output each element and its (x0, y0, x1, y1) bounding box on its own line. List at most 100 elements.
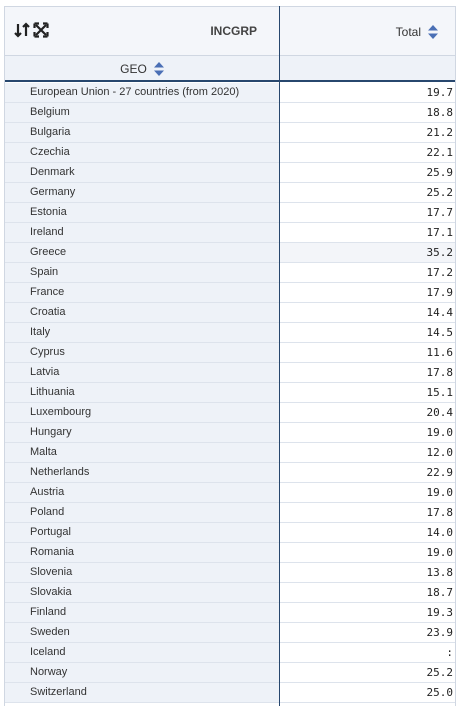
value-cell: 19.0 (426, 486, 454, 499)
value-cell: 25.0 (426, 686, 454, 699)
table-row: Netherlands 22.9 (5, 463, 455, 483)
geo-cell: Germany (5, 183, 279, 202)
geo-cell: Greece (5, 243, 279, 262)
table-row: Malta 12.0 (5, 443, 455, 463)
table-row: Denmark 25.9 (5, 163, 455, 183)
geo-cell: Luxembourg (5, 403, 279, 422)
value-cell: 19.0 (426, 426, 454, 439)
geo-cell: Romania (5, 543, 279, 562)
table-row: Norway 25.2 (5, 663, 455, 683)
geo-cell: France (5, 283, 279, 302)
geo-cell: Ireland (5, 223, 279, 242)
table-row: Slovakia 18.7 (5, 583, 455, 603)
value-cell: 18.8 (426, 106, 454, 119)
value-cell: 22.1 (426, 146, 454, 159)
value-cell: 17.8 (426, 366, 454, 379)
table-row: Ireland 17.1 (5, 223, 455, 243)
column-divider (279, 6, 280, 706)
sort-arrows-icon[interactable] (153, 62, 164, 76)
value-cell: 21.2 (426, 126, 454, 139)
total-column-header[interactable]: Total (395, 25, 421, 39)
table-row: Greece 35.2 (5, 243, 455, 263)
value-cell: 25.2 (426, 186, 454, 199)
geo-cell: Spain (5, 263, 279, 282)
table-row: Cyprus 11.6 (5, 343, 455, 363)
table-row: Finland 19.3 (5, 603, 455, 623)
table-row: Iceland: (5, 643, 455, 663)
table-row: Hungary 19.0 (5, 423, 455, 443)
geo-cell: Iceland (5, 643, 279, 662)
geo-cell: Croatia (5, 303, 279, 322)
geo-cell: Sweden (5, 623, 279, 642)
geo-cell: Norway (5, 663, 279, 682)
row-header-row: GEO (5, 56, 455, 82)
table-row: Lithuania 15.1 (5, 383, 455, 403)
table-row: Bulgaria 21.2 (5, 123, 455, 143)
table-row: Austria 19.0 (5, 483, 455, 503)
expand-icon[interactable] (33, 22, 49, 38)
geo-cell: Slovenia (5, 563, 279, 582)
value-cell: 17.9 (426, 286, 454, 299)
geo-cell: Hungary (5, 423, 279, 442)
table-row: Switzerland 25.0 (5, 683, 455, 703)
value-cell: 35.2 (280, 243, 455, 262)
geo-cell: Malta (5, 443, 279, 462)
value-cell: 12.0 (426, 446, 454, 459)
geo-header[interactable]: GEO (5, 62, 279, 76)
value-cell: 20.4 (426, 406, 454, 419)
table-row: Czechia 22.1 (5, 143, 455, 163)
table-row: Croatia 14.4 (5, 303, 455, 323)
table-row: Belgium 18.8 (5, 103, 455, 123)
geo-cell: Lithuania (5, 383, 279, 402)
table-row: Sweden 23.9 (5, 623, 455, 643)
geo-cell: Bulgaria (5, 123, 279, 142)
value-cell: 13.8 (426, 566, 454, 579)
table-tools (14, 22, 49, 38)
value-cell: 22.9 (426, 466, 454, 479)
geo-cell: Poland (5, 503, 279, 522)
geo-cell: Estonia (5, 203, 279, 222)
value-cell: 19.0 (426, 546, 454, 559)
incgrp-dimension-label: INCGRP (210, 24, 257, 38)
table-body: European Union - 27 countries (from 2020… (5, 83, 455, 703)
column-header-row: INCGRP Total (5, 6, 455, 56)
table-row: Italy 14.5 (5, 323, 455, 343)
value-cell: 19.7 (426, 86, 454, 99)
geo-cell: Belgium (5, 103, 279, 122)
value-cell: 14.0 (426, 526, 454, 539)
geo-cell: Slovakia (5, 583, 279, 602)
geo-cell: Italy (5, 323, 279, 342)
value-cell: 14.4 (426, 306, 454, 319)
data-table: INCGRP Total GEO European Union - 27 cou… (4, 6, 456, 706)
value-cell: 17.8 (426, 506, 454, 519)
table-row: Germany 25.2 (5, 183, 455, 203)
table-row: Portugal 14.0 (5, 523, 455, 543)
geo-cell: Denmark (5, 163, 279, 182)
table-row: European Union - 27 countries (from 2020… (5, 83, 455, 103)
value-cell: 17.2 (426, 266, 454, 279)
geo-cell: Portugal (5, 523, 279, 542)
geo-cell: Austria (5, 483, 279, 502)
value-cell: 25.9 (426, 166, 454, 179)
value-cell: : (446, 646, 453, 659)
geo-cell: Netherlands (5, 463, 279, 482)
table-row: Romania 19.0 (5, 543, 455, 563)
value-cell: 23.9 (426, 626, 454, 639)
value-cell: 18.7 (426, 586, 454, 599)
geo-cell: Finland (5, 603, 279, 622)
table-row: Estonia 17.7 (5, 203, 455, 223)
sort-arrows-icon[interactable] (428, 25, 438, 39)
table-row: Luxembourg 20.4 (5, 403, 455, 423)
table-row: Latvia 17.8 (5, 363, 455, 383)
geo-cell: Switzerland (5, 683, 279, 702)
value-cell: 17.1 (426, 226, 454, 239)
value-cell: 25.2 (426, 666, 454, 679)
geo-cell: Latvia (5, 363, 279, 382)
value-cell: 17.7 (426, 206, 454, 219)
geo-cell: Cyprus (5, 343, 279, 362)
swap-axes-icon[interactable] (14, 22, 31, 38)
geo-dimension-label: GEO (120, 62, 147, 76)
table-row: Slovenia 13.8 (5, 563, 455, 583)
geo-cell: Czechia (5, 143, 279, 162)
value-cell: 14.5 (426, 326, 454, 339)
